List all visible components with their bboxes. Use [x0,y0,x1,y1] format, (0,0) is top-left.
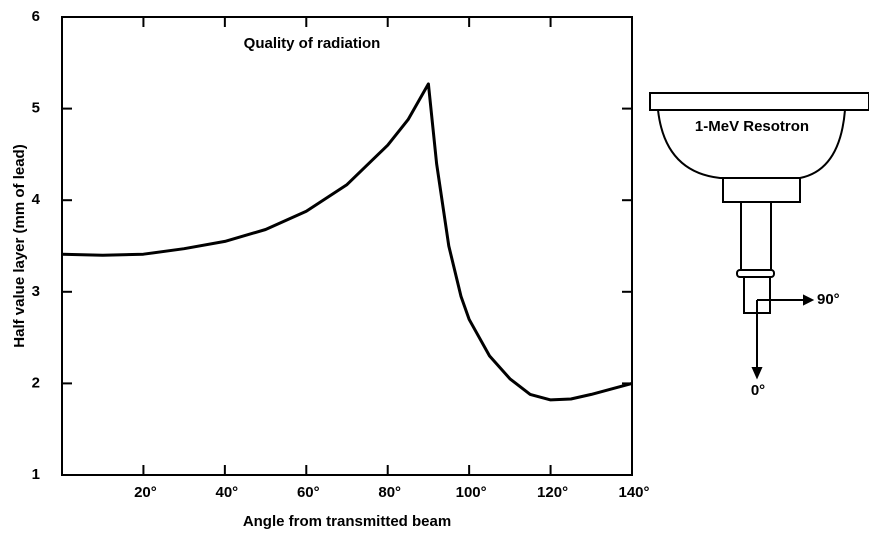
diagram-label: 0° [751,382,765,399]
resotron-diagram [649,92,869,380]
x-tick-label: 20° [134,484,157,501]
y-tick-label: 3 [32,283,40,300]
diagram-label: 1-MeV Resotron [695,118,809,135]
x-tick-label: 60° [297,484,320,501]
y-axis-label: Half value layer (mm of lead) [11,144,28,347]
plot-frame [61,16,633,476]
x-axis-label: Angle from transmitted beam [243,513,451,530]
y-tick-label: 6 [32,8,40,25]
x-tick-label: 80° [378,484,401,501]
housing [722,177,801,203]
ring [736,269,775,278]
x-tick-label: 140° [618,484,649,501]
data-line [61,82,633,402]
plate [649,92,869,111]
x-tick-label: 100° [456,484,487,501]
y-tick-label: 2 [32,374,40,391]
x-tick-label: 120° [537,484,568,501]
y-tick-label: 5 [32,100,40,117]
x-tick-label: 40° [216,484,239,501]
tube [740,201,772,271]
arrowheads [751,294,815,380]
diagram-label: 90° [817,291,840,308]
y-tick-label: 4 [32,191,41,208]
chart-title: Quality of radiation [244,35,381,52]
y-tick-label: 1 [32,466,40,483]
